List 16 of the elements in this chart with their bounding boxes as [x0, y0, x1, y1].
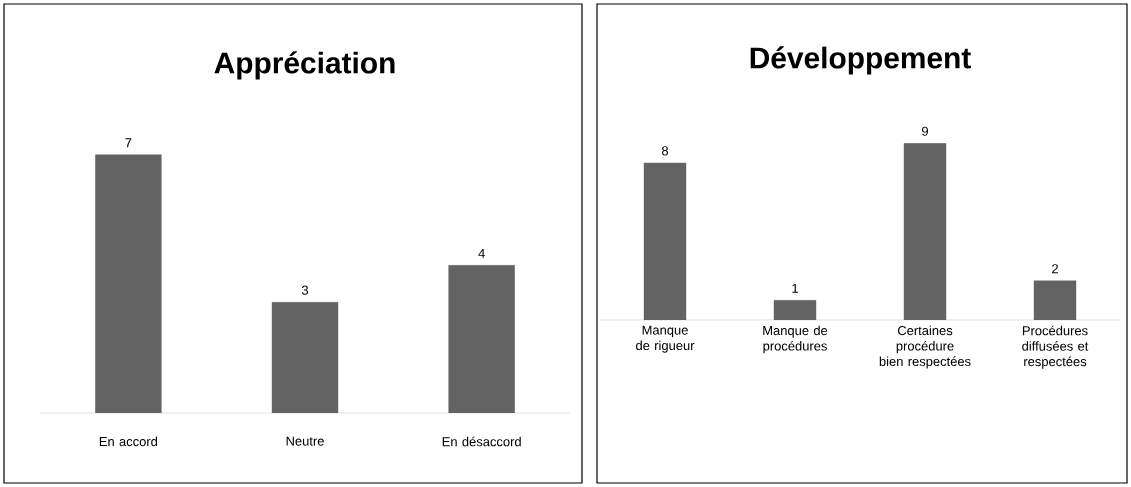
x-tick-label: En accord — [99, 436, 158, 447]
x-tick-label: Procédures diffusées et respectées — [1022, 325, 1089, 369]
data-label: 8 — [661, 146, 669, 156]
data-label: 7 — [125, 138, 132, 148]
x-tick-label: Certaines procédure bien respectées — [879, 325, 971, 369]
data-label: 1 — [792, 283, 798, 293]
data-label: 3 — [301, 285, 309, 295]
data-label: 2 — [1052, 264, 1058, 274]
data-label: 9 — [922, 126, 928, 136]
x-tick-label: En désaccord — [442, 436, 521, 447]
x-tick-label: Neutre — [286, 436, 324, 446]
chart-title: Développement — [750, 46, 971, 75]
x-tick-label: Manque de procédures — [763, 325, 828, 354]
data-label: 4 — [478, 248, 485, 258]
x-tick-label: Manque de rigueur — [636, 325, 695, 353]
chart-title: Appréciation — [214, 51, 395, 80]
